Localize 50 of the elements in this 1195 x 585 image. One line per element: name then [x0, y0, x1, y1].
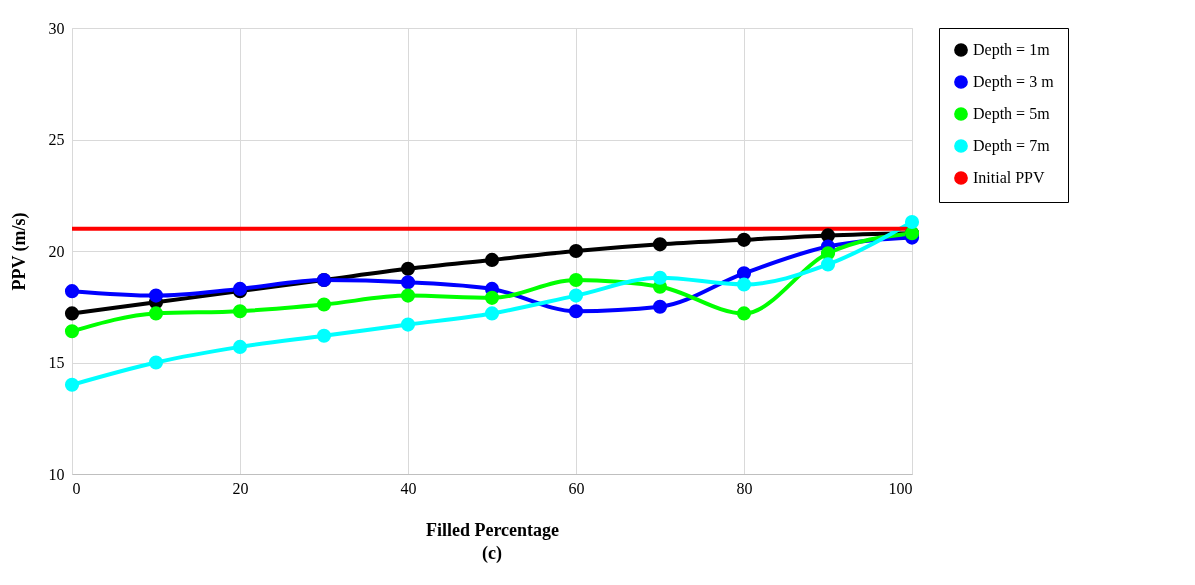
point: [400, 317, 416, 332]
point: [484, 252, 500, 267]
x-tick-label: 20: [232, 479, 249, 497]
point: [568, 272, 584, 288]
point: [148, 355, 164, 370]
legend-label: Initial PPV: [973, 169, 1046, 186]
point: [736, 306, 752, 321]
point: [64, 306, 80, 321]
x-tick-label: 40: [400, 479, 417, 497]
x-tick-label: 0: [72, 479, 81, 497]
point: [232, 339, 248, 354]
x-tick-label: 80: [736, 479, 753, 497]
point: [232, 304, 248, 319]
point: [568, 288, 584, 303]
point: [484, 290, 500, 305]
point: [652, 270, 668, 285]
point: [148, 288, 164, 303]
y-tick-label: 30: [48, 19, 65, 37]
point: [820, 257, 836, 272]
point: [400, 261, 416, 276]
point: [64, 377, 80, 392]
point: [736, 277, 752, 292]
point: [736, 232, 752, 247]
x-axis-title: Filled Percentage: [425, 519, 560, 540]
legend-label: Depth = 7m: [973, 137, 1051, 155]
x-tick-label: 100: [888, 479, 913, 497]
point: [568, 243, 584, 259]
point: [400, 275, 416, 290]
legend-label: Depth = 3 m: [973, 73, 1055, 91]
point: [820, 246, 836, 261]
point: [484, 306, 500, 321]
point: [316, 328, 332, 343]
point: [400, 288, 416, 303]
point: [316, 297, 332, 312]
y-tick-label: 15: [48, 354, 65, 371]
point: [148, 306, 164, 321]
y-tick-label: 25: [48, 131, 65, 148]
legend-label: Depth = 5m: [973, 105, 1051, 123]
point: [652, 299, 668, 314]
legend-label: Depth = 1m: [973, 41, 1051, 59]
text: (c): [482, 543, 502, 564]
point: [652, 237, 668, 252]
point: [64, 324, 80, 339]
x-tick-label: 60: [568, 479, 585, 497]
point: [568, 304, 584, 319]
y-tick-label: 20: [48, 242, 65, 260]
point: [904, 214, 920, 230]
point: [64, 284, 80, 299]
y-axis-title: PPV (m/s): [8, 212, 30, 291]
y-tick-label: 10: [48, 465, 65, 483]
